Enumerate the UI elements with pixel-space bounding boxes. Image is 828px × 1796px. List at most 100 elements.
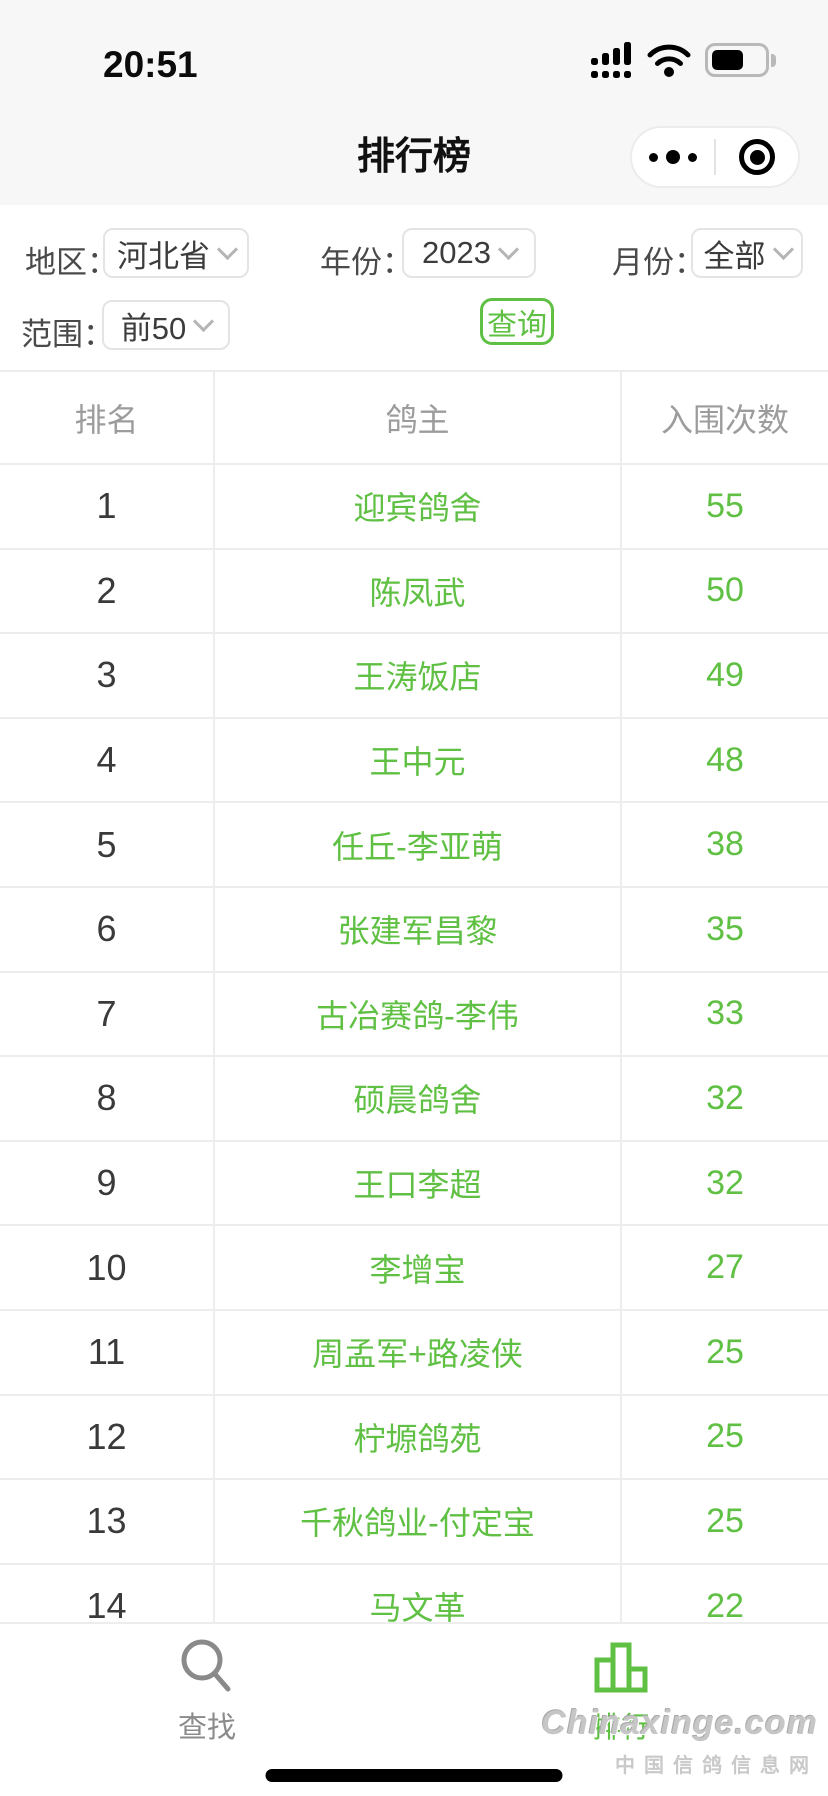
count-cell: 25 xyxy=(706,1501,744,1540)
count-cell: 22 xyxy=(706,1586,744,1625)
rank-cell: 10 xyxy=(0,1226,215,1309)
status-time: 20:51 xyxy=(103,44,198,85)
owner-link[interactable]: 李增宝 xyxy=(215,1226,622,1309)
table-row: 4 王中元 48 xyxy=(0,716,828,802)
rank-cell: 3 xyxy=(0,634,215,717)
rank-cell: 1 xyxy=(0,465,215,548)
rank-cell: 5 xyxy=(0,803,215,886)
owner-link[interactable]: 硕晨鸽舍 xyxy=(215,1057,622,1140)
owner-link[interactable]: 柠塬鸽苑 xyxy=(215,1395,622,1479)
count-cell: 35 xyxy=(706,909,744,948)
count-cell: 38 xyxy=(706,825,744,864)
wifi-icon xyxy=(647,44,691,77)
table-row: 12 柠塬鸽苑 25 xyxy=(0,1393,828,1479)
home-indicator[interactable] xyxy=(265,1769,563,1782)
search-icon xyxy=(181,1639,231,1692)
month-dropdown[interactable]: 全部 xyxy=(691,228,803,278)
count-cell: 55 xyxy=(706,486,744,525)
owner-link[interactable]: 陈凤武 xyxy=(215,549,622,633)
header-count: 入围次数 xyxy=(660,401,789,438)
month-value: 全部 xyxy=(703,238,766,274)
table-row: 11 周孟军+路凌侠 25 xyxy=(0,1308,828,1394)
rank-cell: 2 xyxy=(0,549,215,633)
rank-cell: 8 xyxy=(0,1057,215,1140)
ranking-table: 排名 鸽主 入围次数 1 迎宾鸽舍 55 2 陈凤武 50 3 王涛饭店 4 9 … xyxy=(0,370,828,1648)
chevron-down-icon xyxy=(772,238,794,260)
table-row: 8 硕晨鸽舍 32 xyxy=(0,1055,828,1140)
table-row: 10 李增宝 27 xyxy=(0,1224,828,1309)
year-value: 2023 xyxy=(422,235,491,270)
count-cell: 49 xyxy=(706,655,744,694)
chevron-down-icon xyxy=(216,238,239,260)
table-header-row: 排名 鸽主 入围次数 xyxy=(0,370,828,463)
rank-cell: 14 xyxy=(0,1564,215,1648)
count-cell: 50 xyxy=(706,571,744,610)
header-rank: 排名 xyxy=(0,372,215,463)
table-row: 7 古冶赛鸽-李伟 33 xyxy=(0,970,828,1056)
header-owner: 鸽主 xyxy=(215,372,622,463)
owner-link[interactable]: 迎宾鸽舍 xyxy=(215,465,622,548)
owner-link[interactable]: 马文革 xyxy=(215,1564,622,1648)
owner-link[interactable]: 周孟军+路凌侠 xyxy=(215,1310,622,1394)
page-title: 排行榜 xyxy=(356,136,471,178)
close-minimize-button[interactable] xyxy=(716,128,798,186)
tab-search-label: 查找 xyxy=(177,1712,236,1744)
more-menu-button[interactable] xyxy=(632,128,714,186)
capsule-divider xyxy=(714,139,716,175)
tab-bar: 查找 排行 xyxy=(0,1622,828,1796)
year-label: 年份： xyxy=(320,245,413,280)
table-row: 5 任丘-李亚萌 38 xyxy=(0,801,828,886)
owner-link[interactable]: 古冶赛鸽-李伟 xyxy=(215,972,622,1056)
count-cell: 27 xyxy=(706,1248,744,1287)
rank-cell: 13 xyxy=(0,1480,215,1563)
table-row: 3 王涛饭店 49 xyxy=(0,632,828,717)
rank-cell: 7 xyxy=(0,972,215,1056)
filter-panel: 地区： 河北省 年份： 2023 月份： 全部 范围： 前50 查询 xyxy=(0,205,828,370)
table-row: 1 迎宾鸽舍 55 xyxy=(0,463,828,548)
region-label: 地区： xyxy=(25,245,118,280)
wechat-capsule xyxy=(630,126,800,188)
cellular-signal-icon xyxy=(591,42,631,78)
table-row: 2 陈凤武 50 xyxy=(0,547,828,633)
range-dropdown[interactable]: 前50 xyxy=(102,300,230,350)
nav-bar: 排行榜 xyxy=(0,100,828,205)
tab-ranking-label: 排行 xyxy=(591,1712,650,1744)
bar-chart-icon xyxy=(594,1642,648,1693)
count-cell: 32 xyxy=(706,1078,744,1117)
region-value: 河北省 xyxy=(117,238,210,274)
target-circle-icon xyxy=(739,139,775,175)
rank-cell: 4 xyxy=(0,718,215,802)
chevron-down-icon xyxy=(497,238,520,260)
rank-cell: 6 xyxy=(0,887,215,971)
rank-cell: 9 xyxy=(0,1141,215,1225)
count-cell: 25 xyxy=(706,1332,744,1371)
table-row: 13 千秋鸽业-付定宝 25 xyxy=(0,1478,828,1563)
owner-link[interactable]: 王口李超 xyxy=(215,1141,622,1225)
tab-ranking[interactable]: 排行 xyxy=(414,1624,828,1796)
chevron-down-icon xyxy=(193,310,215,332)
tab-search[interactable]: 查找 xyxy=(0,1624,414,1796)
status-bar: 20:51 xyxy=(0,0,828,100)
table-row: 6 张建军昌黎 35 xyxy=(0,885,828,971)
owner-link[interactable]: 王涛饭店 xyxy=(215,634,622,717)
month-label: 月份： xyxy=(612,245,705,280)
count-cell: 25 xyxy=(706,1417,744,1456)
range-value: 前50 xyxy=(120,310,187,346)
owner-link[interactable]: 千秋鸽业-付定宝 xyxy=(215,1480,622,1563)
battery-icon xyxy=(705,43,776,77)
range-label: 范围： xyxy=(21,317,114,352)
table-body: 1 迎宾鸽舍 55 2 陈凤武 50 3 王涛饭店 49 4 王中元 48 5 … xyxy=(0,463,828,1648)
table-row: 9 王口李超 32 xyxy=(0,1139,828,1225)
owner-link[interactable]: 王中元 xyxy=(215,718,622,802)
rank-cell: 11 xyxy=(0,1310,215,1394)
region-dropdown[interactable]: 河北省 xyxy=(103,228,249,278)
owner-link[interactable]: 任丘-李亚萌 xyxy=(215,803,622,886)
count-cell: 32 xyxy=(706,1163,744,1202)
more-dots-icon xyxy=(649,150,697,164)
query-button[interactable]: 查询 xyxy=(480,298,554,345)
count-cell: 33 xyxy=(706,994,744,1033)
rank-cell: 12 xyxy=(0,1395,215,1479)
owner-link[interactable]: 张建军昌黎 xyxy=(215,887,622,971)
year-dropdown[interactable]: 2023 xyxy=(402,228,536,278)
